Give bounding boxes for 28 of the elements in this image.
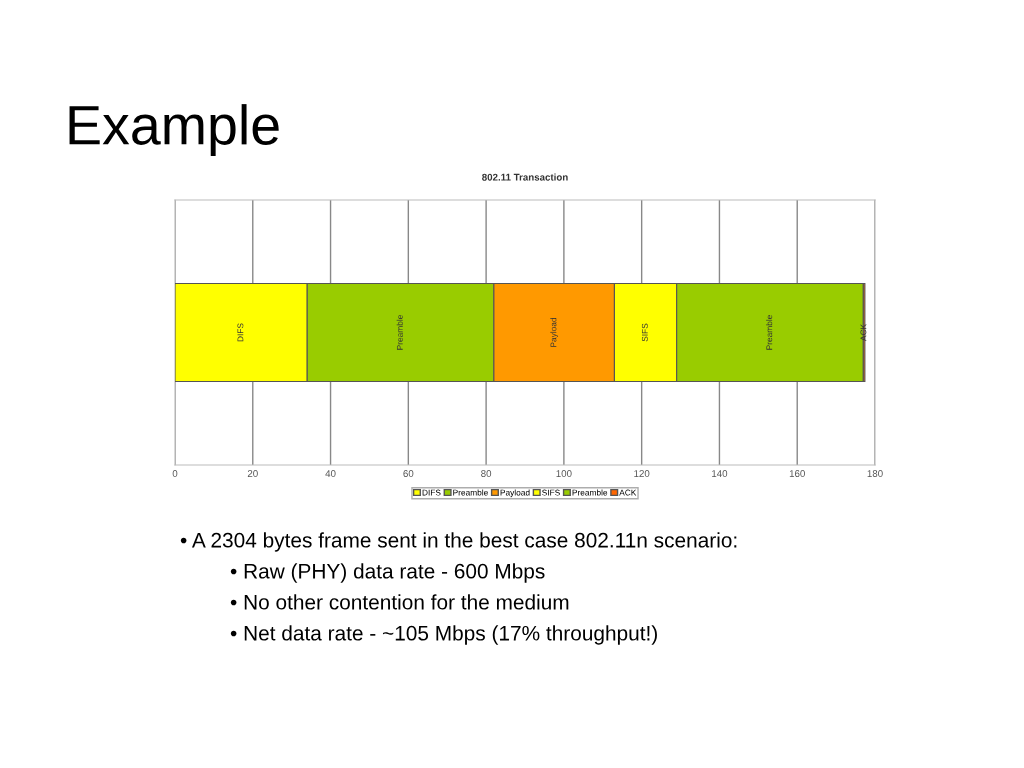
x-tick-label: 40 (325, 470, 336, 477)
x-tick-label: 80 (481, 470, 492, 477)
text: Preamble (396, 315, 403, 350)
chart-title: 802.11 Transaction (482, 173, 568, 181)
x-tick-label: 20 (247, 470, 258, 477)
text: Payload (550, 317, 559, 347)
text: • A 2304 bytes frame sent in the best case 802.11n scenario: (180, 532, 737, 552)
legend-label: SIFS (542, 489, 560, 496)
x-tick-label: 180 (867, 470, 883, 477)
legend-label: Preamble (572, 489, 608, 496)
x-tick-label: 120 (634, 470, 650, 477)
text: SIFS (641, 323, 648, 342)
text: • No other contention for the medium (230, 594, 569, 610)
text: • Net data rate - ~105 Mbps (17% throughput!) (230, 625, 657, 645)
x-tick-label: 140 (712, 470, 728, 477)
x-tick-label: 160 (789, 470, 805, 477)
text: • Raw (PHY) data rate - 600 Mbps (230, 563, 545, 583)
legend-label: DIFS (422, 489, 441, 496)
legend-label: Payload (500, 489, 530, 498)
x-tick-label: 0 (172, 470, 178, 477)
legend-label: Preamble (453, 489, 488, 496)
text: Preamble (766, 315, 773, 350)
text: Example (69, 104, 279, 156)
text: ACK (860, 324, 867, 342)
legend-label: ACK (619, 489, 637, 496)
x-tick-label: 60 (403, 470, 414, 477)
text: DIFS (237, 323, 244, 342)
x-tick-label: 100 (556, 470, 572, 477)
